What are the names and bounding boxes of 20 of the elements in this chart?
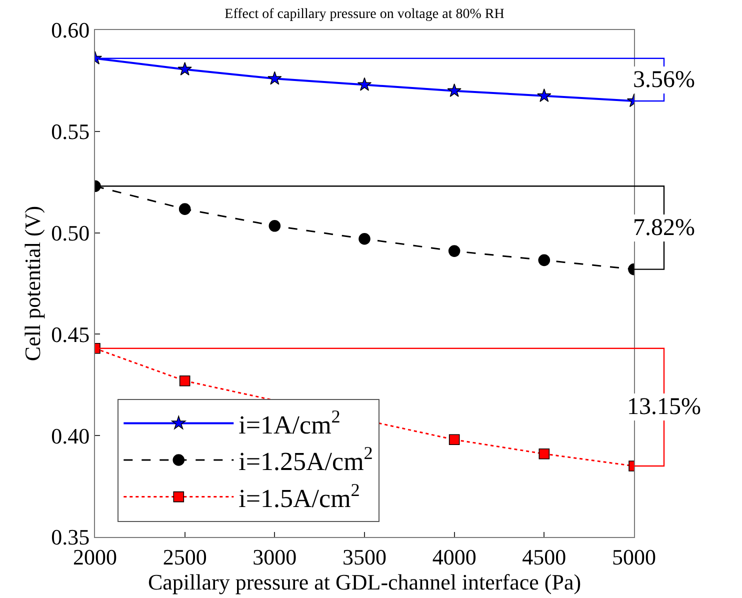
y-tick-label: 0.60 — [51, 18, 90, 43]
chart-title: Effect of capillary pressure on voltage at 80% RH — [224, 6, 504, 22]
annotation: 13.15% — [627, 394, 701, 420]
y-tick-label: 0.55 — [51, 119, 90, 144]
x-axis-title: Capillary pressure at GDL-channel interface (Pa) — [148, 569, 582, 594]
legend-label: i=1.5A/cm$^{2}$ — [238, 480, 360, 513]
annotation: 3.56% — [633, 67, 695, 93]
y-axis-title: Cell potential (V) — [20, 206, 45, 362]
x-tick-label: 2500 — [162, 544, 207, 570]
x-tick-label: 4000 — [432, 544, 476, 570]
y-tick-label: 0.40 — [51, 423, 90, 448]
x-tick-label: 3500 — [342, 544, 386, 570]
x-tick-label: 3000 — [252, 544, 297, 570]
x-tick-label: 5000 — [612, 544, 656, 570]
legend-label: i=1.25A/cm$^{2}$ — [238, 443, 373, 476]
y-tick-label: 0.50 — [51, 220, 90, 246]
y-tick-label: 0.45 — [51, 322, 90, 347]
legend-label: i=1A/cm$^{2}$ — [238, 406, 340, 440]
annotation: 7.82% — [633, 215, 695, 241]
x-tick-label: 4500 — [522, 544, 566, 570]
